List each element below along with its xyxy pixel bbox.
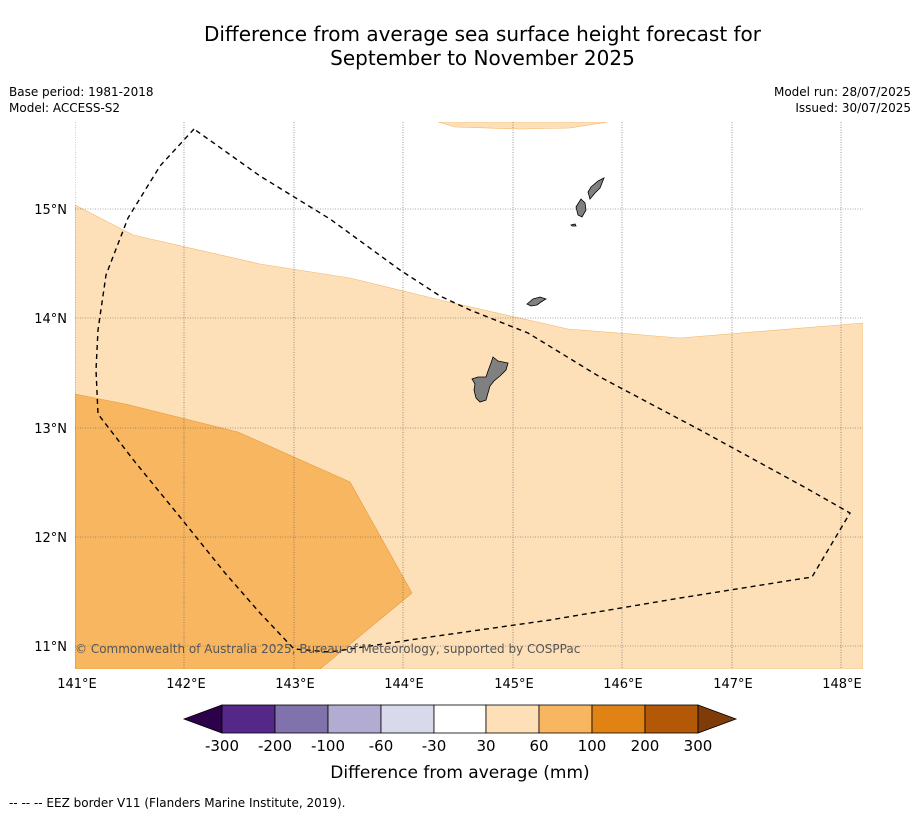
colorbar-swatch [221, 704, 276, 734]
colorbar-tick: 300 [684, 737, 713, 755]
lat-labels: 15°N 14°N 13°N 12°N 11°N [34, 203, 67, 655]
issued-date: Issued: 30/07/2025 [795, 101, 911, 115]
graticule [75, 122, 863, 669]
lat-label: 13°N [34, 422, 67, 437]
lat-label: 15°N [34, 203, 67, 218]
colorbar-swatch [485, 704, 540, 734]
colorbar-tick: -100 [311, 737, 345, 755]
colorbar-tick: -60 [369, 737, 394, 755]
colorbar-swatch [591, 704, 646, 734]
lon-label: 144°E [384, 677, 424, 692]
colorbar-swatch [433, 704, 487, 734]
lat-label: 14°N [34, 312, 67, 327]
map-title: Difference from average sea surface heig… [0, 22, 919, 70]
island-guam [471, 356, 509, 403]
model-run: Model run: 28/07/2025 [773, 85, 911, 99]
colorbar-swatch [274, 704, 329, 734]
colorbar-tick: -200 [258, 737, 292, 755]
colorbar-swatch [644, 704, 699, 734]
island-saipan [587, 177, 605, 200]
colorbar-swatch [327, 704, 382, 734]
copyright-text: © Commonwealth of Australia 2025, Bureau… [75, 642, 580, 656]
lon-label: 148°E [822, 677, 862, 692]
lon-label: 147°E [713, 677, 753, 692]
lon-labels: 141°E 142°E 143°E 144°E 145°E 146°E 147°… [57, 677, 862, 692]
colorbar-tick: 200 [631, 737, 660, 755]
title-line-2: September to November 2025 [330, 46, 635, 70]
lon-label: 143°E [275, 677, 315, 692]
eez-legend: -- -- -- EEZ border V11 (Flanders Marine… [9, 796, 346, 810]
colorbar-swatch [380, 704, 435, 734]
colorbar-swatch [538, 704, 593, 734]
colorbar-tick: 60 [529, 737, 548, 755]
anomaly-band-60-100 [75, 393, 413, 669]
map-area [75, 122, 863, 669]
lon-label: 142°E [166, 677, 206, 692]
model-name: Model: ACCESS-S2 [9, 101, 121, 115]
lat-label: 12°N [34, 531, 67, 546]
island-aguijan [570, 223, 577, 227]
title-line-1: Difference from average sea surface heig… [203, 22, 762, 46]
lon-label: 145°E [494, 677, 534, 692]
colorbar-tick: 100 [578, 737, 607, 755]
colorbar-tick: -30 [422, 737, 447, 755]
lon-label: 141°E [57, 677, 97, 692]
colorbar-ticks: -300 -200 -100 -60 -30 30 60 100 200 300 [205, 737, 712, 755]
island-rota [526, 296, 547, 307]
land [471, 177, 605, 403]
lon-label: 146°E [603, 677, 643, 692]
base-period: Base period: 1981-2018 [9, 85, 154, 99]
colorbar-label: Difference from average (mm) [330, 763, 589, 783]
lat-label: 11°N [34, 640, 67, 655]
island-tinian [575, 198, 587, 218]
meta-right: Model run: 28/07/2025 Issued: 30/07/2025 [774, 84, 911, 116]
anomaly-band-30-60-north [437, 122, 609, 130]
colorbar-extend-high [697, 704, 738, 734]
colorbar-extend-low [182, 704, 223, 734]
meta-left: Base period: 1981-2018 Model: ACCESS-S2 [9, 84, 154, 116]
colorbar-tick: 30 [476, 737, 495, 755]
colorbar [182, 704, 738, 734]
colorbar-tick: -300 [205, 737, 239, 755]
